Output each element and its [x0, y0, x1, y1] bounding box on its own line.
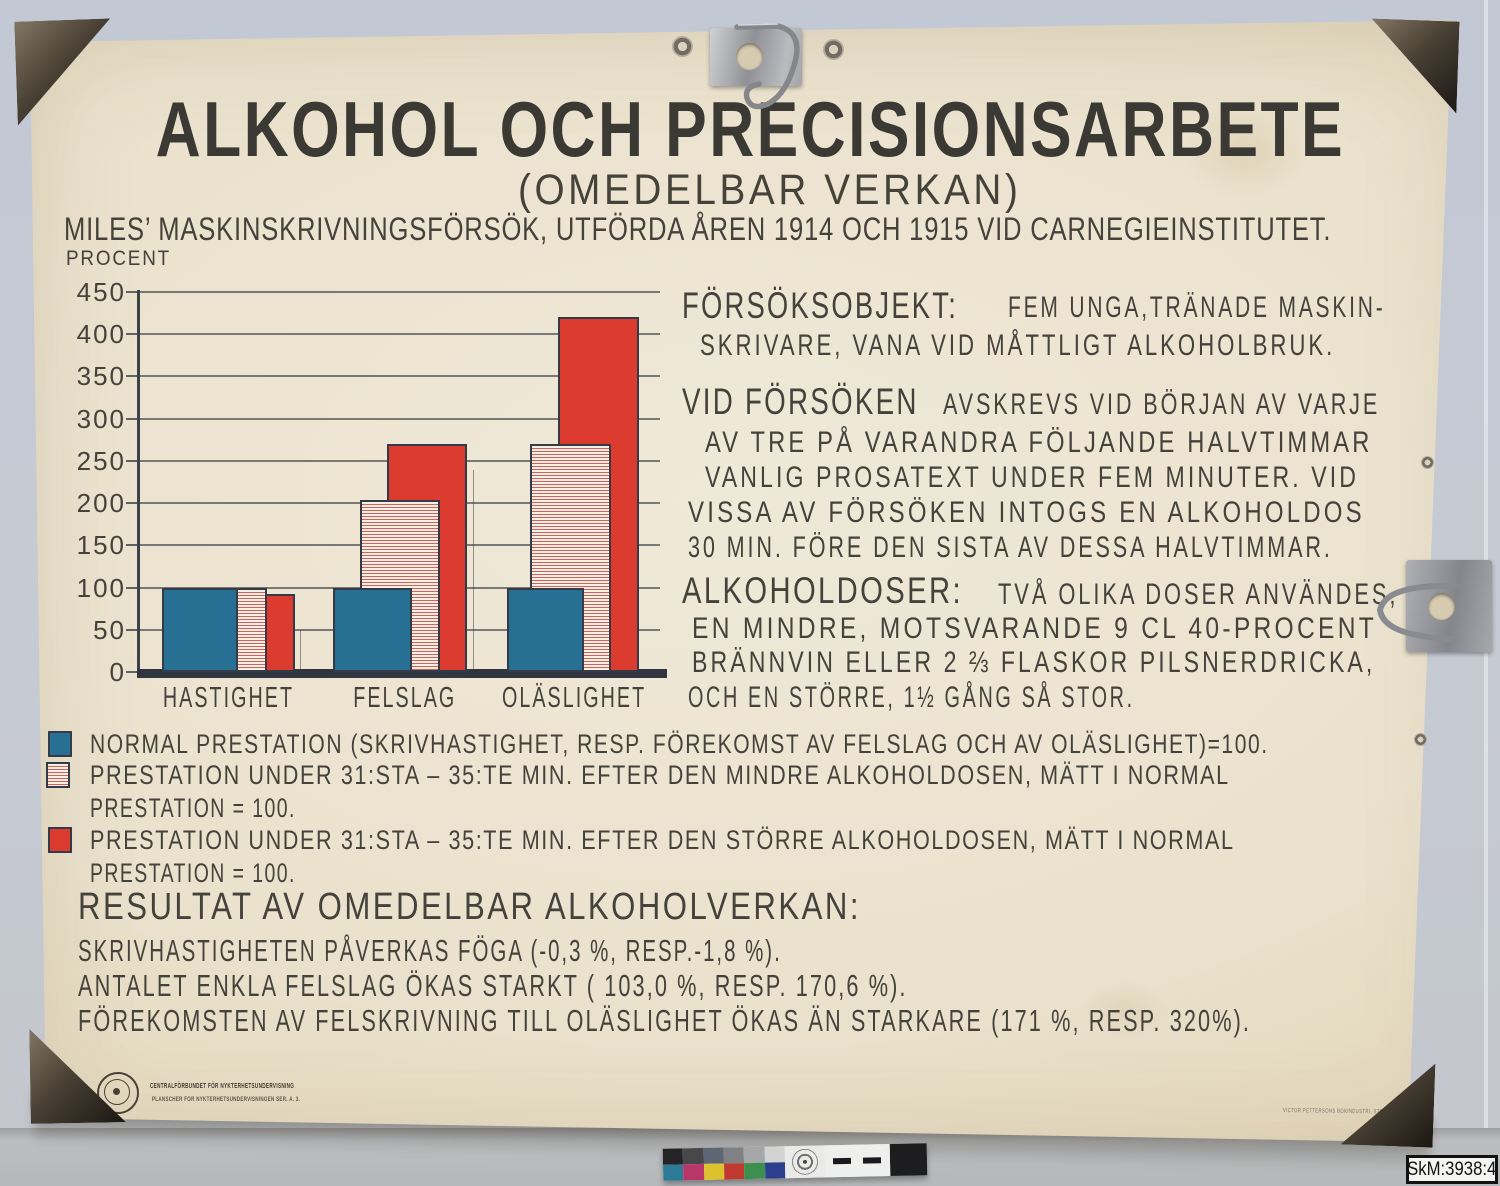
grid-line-450: [139, 290, 660, 293]
y-tick-50: [126, 628, 139, 631]
grid-line-350: [139, 375, 660, 378]
legend-text: PRESTATION = 100.: [90, 858, 296, 888]
results-line: SKRIVHASTIGHETEN PÅVERKAS FÖGA (-0,3 %, …: [78, 933, 782, 968]
clip-hole: [736, 43, 763, 70]
category-label-wrap: OLÄSLIGHET: [424, 682, 724, 715]
legend-swatch-larger-dose: [48, 827, 72, 853]
section-text: VISSA AV FÖRSÖKEN INTOGS EN ALKOHOLDOS: [688, 496, 1365, 529]
clip-hole: [1428, 593, 1455, 620]
section-text: OCH EN STÖRRE, 1½ GÅNG SÅ STOR.: [688, 681, 1135, 714]
y-tick-300: [126, 417, 139, 420]
y-tick-label-400: 400: [76, 319, 126, 349]
calibration-target: [784, 1145, 826, 1179]
legend-text: NORMAL PRESTATION (SKRIVHASTIGHET, RESP.…: [90, 729, 1269, 759]
legend-text: PRESTATION UNDER 31:STA – 35:TE MIN. EFT…: [90, 760, 1230, 790]
results-heading: RESULTAT AV OMEDELBAR ALKOHOLVERKAN:: [78, 886, 861, 928]
y-tick-100: [126, 586, 139, 589]
section-text: EN MINDRE, MOTSVARANDE 9 CL 40-PROCENT: [692, 612, 1378, 645]
hanging-clip-plate-top: [710, 28, 802, 86]
section-text: 30 MIN. FÖRE DEN SISTA AV DESSA HALVTIMM…: [688, 531, 1333, 564]
results-line: FÖREKOMSTEN AV FELSKRIVNING TILL OLÄSLIG…: [78, 1003, 1252, 1038]
y-tick-label-200: 200: [76, 488, 126, 518]
museum-id: SkM:3938:4: [1407, 1158, 1497, 1180]
eyelet: [1421, 456, 1434, 469]
x-axis-baseline: [137, 669, 667, 678]
y-tick-label-50: 50: [93, 614, 126, 645]
eyelet: [1414, 733, 1427, 746]
category-label: HASTIGHET: [162, 682, 294, 714]
y-tick-200: [126, 502, 139, 504]
y-axis-unit-label: PROCENT: [66, 247, 172, 270]
section-text: TVÅ OLIKA DOSER ANVÄNDES,: [998, 578, 1399, 611]
y-tick-label-350: 350: [76, 361, 126, 392]
eyelet: [823, 39, 844, 60]
poster-subtitle: (OMEDELBAR VERKAN): [518, 166, 1022, 214]
section-heading-forsoksobjekt: FÖRSÖKSOBJEKT:: [682, 285, 959, 326]
legend-swatch-smaller-dose: [46, 762, 70, 788]
y-axis-line: [137, 289, 140, 674]
y-tick-400: [126, 333, 139, 335]
results-line: ANTALET ENKLA FELSLAG ÖKAS STARKT ( 103,…: [78, 968, 908, 1003]
y-tick-350: [126, 375, 139, 378]
paper-stain: [1080, 980, 1170, 1040]
section-heading-vid-forsoken: VID FÖRSÖKEN: [682, 381, 919, 422]
color-patches: [662, 1146, 786, 1181]
y-tick-450: [126, 290, 139, 293]
publisher-name: CENTRALFÖRBUNDET FÖR NYKTERHETSUNDERVISN…: [150, 1081, 295, 1090]
y-tick-label-100: 100: [76, 572, 126, 603]
section-text: AVSKREVS VID BÖRJAN AV VARJE: [943, 388, 1381, 421]
section-text: FEM UNGA,TRÄNADE MASKIN-: [1008, 291, 1386, 324]
section-heading-alkoholdoser: ALKOHOLDOSER:: [682, 570, 963, 611]
y-tick-label-300: 300: [76, 403, 126, 434]
category-label: FELSLAG: [353, 682, 457, 714]
paper-crease: [300, 630, 301, 676]
y-tick-150: [126, 544, 139, 547]
bar-hastighet-series0: [162, 587, 238, 672]
category-label-wrap: HASTIGHET: [78, 682, 378, 715]
museum-label: SkM:3938:4: [1406, 1155, 1498, 1184]
grid-line-400: [139, 333, 660, 335]
eyelet: [672, 36, 693, 57]
section-text: BRÄNNVIN ELLER 2 ⅔ FLASKOR PILSNERDRICKA…: [692, 646, 1376, 679]
publisher-logo: [97, 1072, 139, 1114]
bar-oläslighet-series0: [507, 587, 584, 672]
paper-stain: [1180, 105, 1310, 200]
bar-felslag-series0: [333, 587, 412, 672]
publisher-series: PLANSCHER FÖR NYKTERHETSUNDERVISNINGEN S…: [152, 1097, 301, 1103]
strip-end-block: [889, 1143, 928, 1177]
category-label: OLÄSLIGHET: [501, 682, 647, 714]
y-tick-label-450: 450: [76, 276, 126, 307]
y-tick-label-150: 150: [76, 530, 126, 561]
legend-text: PRESTATION UNDER 31:STA – 35:TE MIN. EFT…: [90, 825, 1235, 855]
experiment-caption: MILES’ MASKINSKRIVNINGSFÖRSÖK, UTFÖRDA Å…: [64, 211, 1332, 247]
section-text: VANLIG PROSATEXT UNDER FEM MINUTER. VID: [705, 461, 1360, 494]
y-tick-label-250: 250: [76, 445, 126, 476]
legend-swatch-normal: [48, 731, 72, 757]
subtitle-row: (OMEDELBAR VERKAN): [100, 166, 1440, 215]
color-calibration-strip: [662, 1143, 928, 1181]
calibration-ruler: [824, 1144, 891, 1178]
paper-crease: [473, 470, 474, 676]
y-tick-0: [126, 671, 139, 673]
section-text: SKRIVARE, VANA VID MÅTTLIGT ALKOHOLBRUK.: [700, 329, 1336, 362]
y-tick-label-0: 0: [109, 657, 126, 687]
grid-line-300: [139, 417, 660, 420]
section-text: AV TRE PÅ VARANDRA FÖLJANDE HALVTIMMAR: [705, 426, 1373, 459]
y-tick-250: [126, 459, 139, 462]
category-label-wrap: FELSLAG: [255, 682, 555, 715]
legend-text: PRESTATION = 100.: [90, 793, 296, 823]
